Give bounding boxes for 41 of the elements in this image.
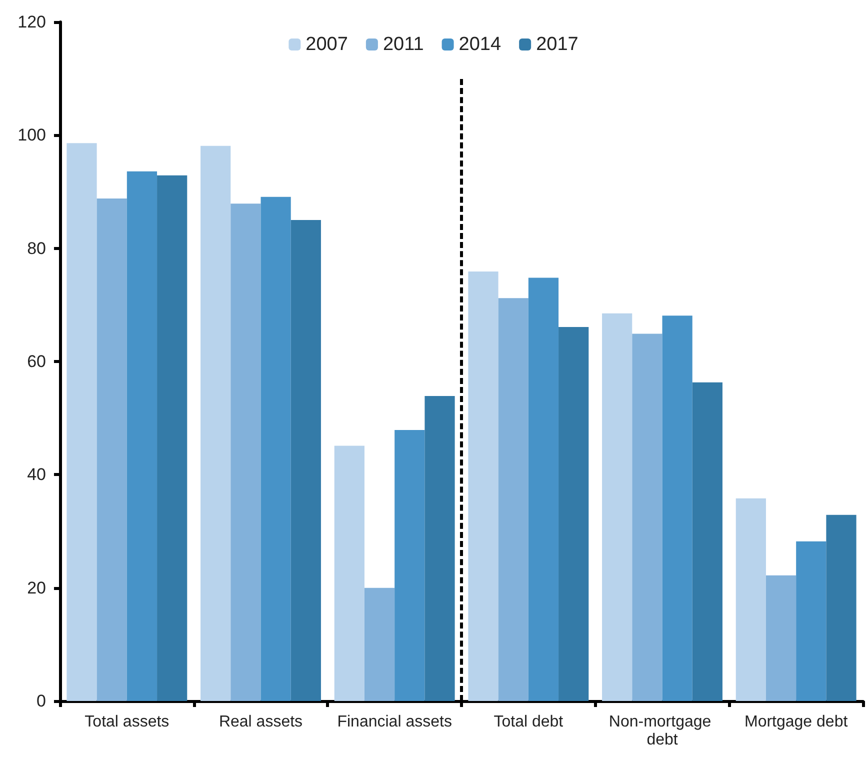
bar xyxy=(736,498,766,701)
x-tick-label: Financial assets xyxy=(337,714,452,730)
y-tick-label: 120 xyxy=(18,12,46,32)
bar xyxy=(632,334,662,701)
bar xyxy=(66,143,97,701)
x-tick-label: Non-mortgage debt xyxy=(608,714,716,748)
legend-label: 2014 xyxy=(458,34,502,55)
bar xyxy=(334,446,364,701)
bar xyxy=(260,196,291,701)
bar xyxy=(200,146,231,701)
bar xyxy=(230,204,261,701)
legend-label: 2017 xyxy=(536,34,578,55)
bar xyxy=(498,298,528,701)
bar xyxy=(826,514,856,701)
bar xyxy=(394,430,425,701)
bar xyxy=(796,541,826,701)
bar xyxy=(157,175,188,701)
bar xyxy=(766,575,796,701)
bar xyxy=(692,382,722,701)
bar xyxy=(662,316,692,701)
bar xyxy=(528,278,559,701)
bar xyxy=(558,326,589,701)
y-tick-label: 40 xyxy=(27,465,46,484)
legend-label: 2007 xyxy=(306,34,348,55)
x-tick-label: Total assets xyxy=(84,714,170,730)
x-tick-label: Mortgage debt xyxy=(744,714,848,730)
bar xyxy=(96,198,127,701)
y-tick-label: 100 xyxy=(18,126,46,145)
y-tick-label: 60 xyxy=(27,352,46,371)
y-tick-label: 0 xyxy=(36,692,46,710)
legend-label: 2011 xyxy=(382,34,424,55)
y-tick-label: 20 xyxy=(27,578,46,598)
bar xyxy=(602,313,632,701)
bar xyxy=(364,588,395,701)
x-tick-label: Real assets xyxy=(218,714,303,730)
x-tick-label: Total debt xyxy=(494,714,564,730)
bar xyxy=(290,220,321,701)
bar xyxy=(468,272,498,701)
bar xyxy=(126,171,158,701)
bar xyxy=(424,396,455,701)
y-tick-label: 80 xyxy=(27,238,46,258)
